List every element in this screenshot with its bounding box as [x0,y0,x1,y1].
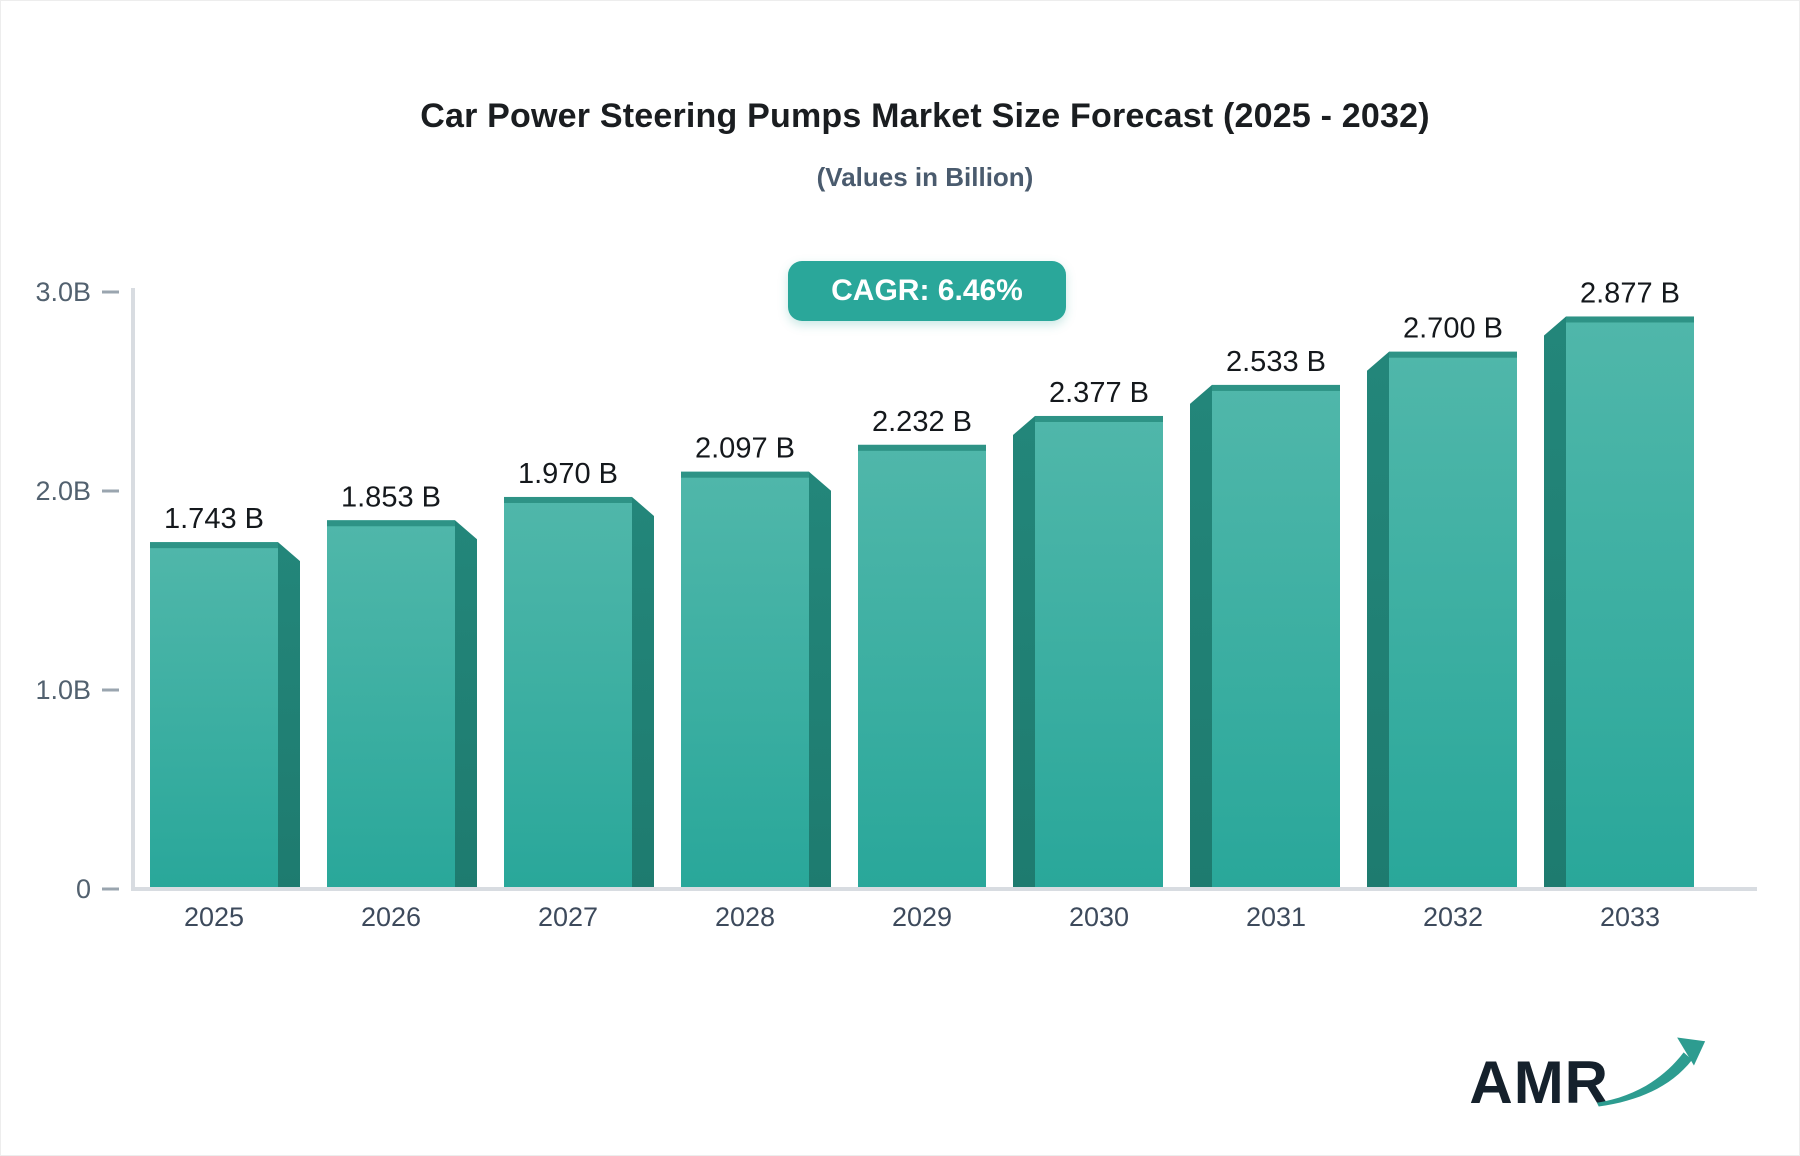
y-tick-label: 0 [76,874,91,904]
bar-value-label: 2.877 B [1580,277,1680,309]
bar-2031: 2.533 B 2031 [1190,346,1340,932]
bar-top-edge [1566,316,1694,323]
bar-side-face [632,496,654,889]
bar-top-edge [327,520,455,527]
bar-front-face [681,471,809,889]
bar-2027: 1.970 B 2027 [504,458,654,932]
x-category-label: 2028 [715,902,775,932]
bar-front-face [1035,415,1163,889]
bar-side-face [1367,351,1389,889]
chart-title: Car Power Steering Pumps Market Size For… [420,97,1430,135]
x-category-label: 2026 [361,902,421,932]
bar-top-edge [150,542,278,549]
x-category-label: 2032 [1423,902,1483,932]
bar-value-label: 2.097 B [695,433,795,465]
y-tick-label: 1.0B [35,675,91,705]
x-category-label: 2025 [184,902,244,932]
chart-header: Car Power Steering Pumps Market Size For… [51,97,1799,193]
x-category-label: 2027 [538,902,598,932]
cagr-badge: CAGR: 6.46% [788,261,1066,321]
bar-front-face [150,542,278,889]
bar-top-edge [1389,351,1517,358]
bar-value-label: 2.232 B [872,406,972,438]
bar-side-face [809,471,831,889]
bar-front-face [1566,316,1694,889]
bar-value-label: 1.970 B [518,458,618,490]
bar-side-face [278,542,300,889]
bar-value-label: 1.743 B [164,503,264,535]
bar-value-label: 1.853 B [341,481,441,513]
bar-value-label: 2.377 B [1049,377,1149,409]
arrow-swoosh [1596,1052,1693,1107]
growth-arrow-icon [1596,1037,1706,1107]
bar-side-face [1190,384,1212,889]
bar-value-label: 2.533 B [1226,346,1326,378]
bar-2030: 2.377 B 2030 [1013,377,1163,932]
bar-front-face [1389,351,1517,889]
arrow-head [1677,1037,1706,1066]
bar-2028: 2.097 B 2028 [681,433,831,932]
bar-front-face [504,496,632,889]
bar-2025: 1.743 B 2025 [150,503,300,932]
bar-top-edge [1212,384,1340,391]
x-category-label: 2031 [1246,902,1306,932]
bar-value-label: 2.700 B [1403,313,1503,345]
x-category-label: 2029 [892,902,952,932]
bar-front-face [327,520,455,889]
bar-front-face [1212,384,1340,889]
amr-logo: AMR [1469,1033,1707,1113]
y-tick-label: 3.0B [35,277,91,307]
x-category-label: 2030 [1069,902,1129,932]
bar-top-edge [504,496,632,503]
bar-2026: 1.853 B 2026 [327,481,477,932]
amr-logo-text: AMR [1469,1049,1609,1116]
y-tick-label: 2.0B [35,476,91,506]
bar-side-face [1544,316,1566,889]
bar-2029: 2.232 B 2029 [858,406,986,932]
bar-side-face [455,520,477,889]
bar-2033: 2.877 B 2033 [1544,277,1694,932]
chart-subtitle: (Values in Billion) [816,162,1034,192]
bar-top-edge [1035,415,1163,422]
x-category-label: 2033 [1600,902,1660,932]
bar-2032: 2.700 B 2032 [1367,313,1517,932]
bar-top-edge [858,444,986,451]
bar-top-edge [681,471,809,478]
bar-side-face [1013,415,1035,889]
bar-front-face [858,444,986,889]
